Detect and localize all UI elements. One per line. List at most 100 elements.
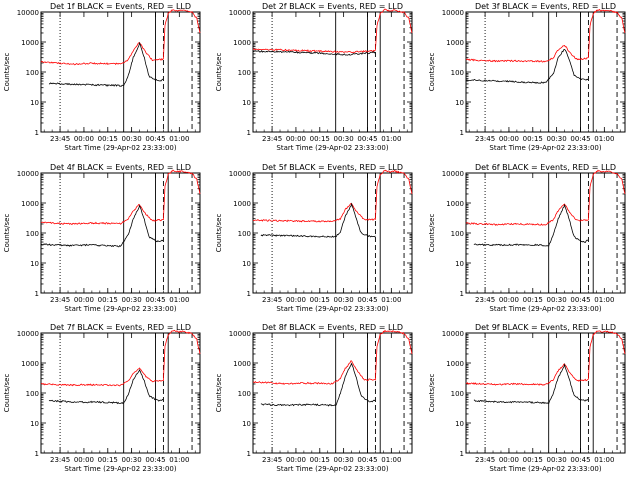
series-events-black <box>252 49 376 56</box>
x-tick-label: 00:45 <box>357 135 377 143</box>
y-tick-label: 10 <box>242 99 251 107</box>
y-tick-label: 100 <box>238 230 251 238</box>
y-tick-label: 1 <box>460 290 464 298</box>
x-tick-label: 00:00 <box>499 135 519 143</box>
plot-frame <box>465 332 626 454</box>
panel-title: Det 6f BLACK = Events, RED = LLD <box>475 163 616 172</box>
x-tick-label: 00:15 <box>310 296 330 304</box>
x-tick-label: 00:45 <box>570 296 590 304</box>
y-tick-label: 1 <box>247 290 251 298</box>
plot-frame <box>40 332 201 454</box>
x-tick-label: 23:45 <box>50 296 70 304</box>
x-axis-label: Start Time (29-Apr-02 23:33:00) <box>64 144 176 152</box>
y-tick-label: 10000 <box>17 330 39 338</box>
plot-frame <box>40 172 201 294</box>
x-tick-label: 00:15 <box>310 135 330 143</box>
x-axis-label: Start Time (29-Apr-02 23:33:00) <box>489 144 601 152</box>
series-lld-red <box>40 9 201 66</box>
y-axis-label: Counts/sec <box>215 53 223 92</box>
x-tick-label: 23:45 <box>50 456 70 464</box>
y-tick-label: 10 <box>242 260 251 268</box>
series-events-black <box>48 368 164 405</box>
x-tick-label: 01:00 <box>594 135 614 143</box>
x-tick-label: 00:30 <box>547 135 567 143</box>
x-tick-label: 01:00 <box>594 296 614 304</box>
x-tick-label: 00:00 <box>499 456 519 464</box>
y-tick-label: 10000 <box>17 170 39 178</box>
x-axis-label: Start Time (29-Apr-02 23:33:00) <box>489 305 601 313</box>
x-tick-label: 00:30 <box>122 135 142 143</box>
x-tick-label: 00:45 <box>145 296 165 304</box>
series-events-black <box>465 48 589 84</box>
x-tick-label: 23:45 <box>262 456 282 464</box>
y-tick-label: 1 <box>35 129 39 137</box>
x-tick-label: 00:45 <box>570 456 590 464</box>
x-tick-label: 00:00 <box>286 296 306 304</box>
y-tick-label: 1 <box>460 450 464 458</box>
x-tick-label: 01:00 <box>594 456 614 464</box>
y-tick-label: 1000 <box>21 360 39 368</box>
panel-2: Det 2f BLACK = Events, RED = LLD 1 10 100 10… <box>215 2 413 152</box>
panel-title: Det 5f BLACK = Events, RED = LLD <box>262 163 403 172</box>
y-tick-label: 1 <box>247 450 251 458</box>
x-axis-label: Start Time (29-Apr-02 23:33:00) <box>64 305 176 313</box>
y-axis-label: Counts/sec <box>215 374 223 413</box>
y-tick-label: 100 <box>26 230 39 238</box>
x-tick-label: 23:45 <box>50 135 70 143</box>
y-tick-label: 10 <box>455 99 464 107</box>
panel-4: Det 4f BLACK = Events, RED = LLD 1 10 100 10… <box>3 163 201 313</box>
plot-frame <box>252 332 413 454</box>
panel-7: Det 7f BLACK = Events, RED = LLD 1 10 100 10… <box>3 323 201 473</box>
y-tick-label: 1000 <box>446 360 464 368</box>
x-axis-label: Start Time (29-Apr-02 23:33:00) <box>276 465 388 473</box>
x-tick-label: 00:00 <box>74 135 94 143</box>
plot-frame <box>465 172 626 294</box>
y-tick-label: 1 <box>35 290 39 298</box>
y-axis-label: Counts/sec <box>428 214 436 253</box>
x-tick-label: 00:00 <box>286 456 306 464</box>
panel-1: Det 1f BLACK = Events, RED = LLD 1 10 100 10… <box>3 2 201 152</box>
series-events-black <box>260 362 376 407</box>
y-tick-label: 10000 <box>442 9 464 17</box>
y-tick-label: 10000 <box>229 170 251 178</box>
y-tick-label: 10 <box>30 420 39 428</box>
x-axis-label: Start Time (29-Apr-02 23:33:00) <box>64 465 176 473</box>
x-tick-label: 00:15 <box>98 135 118 143</box>
y-tick-label: 100 <box>451 69 464 77</box>
x-tick-label: 00:45 <box>570 135 590 143</box>
y-axis-label: Counts/sec <box>428 374 436 413</box>
y-tick-label: 1000 <box>233 360 251 368</box>
y-tick-label: 1000 <box>233 200 251 208</box>
series-events-black <box>260 202 376 238</box>
y-tick-label: 10 <box>242 420 251 428</box>
series-lld-red <box>40 329 201 387</box>
y-tick-label: 10000 <box>442 170 464 178</box>
x-tick-label: 00:30 <box>334 456 354 464</box>
x-tick-label: 00:15 <box>98 296 118 304</box>
x-tick-label: 00:45 <box>145 135 165 143</box>
x-tick-label: 01:00 <box>169 296 189 304</box>
x-tick-label: 00:15 <box>523 135 543 143</box>
series-lld-red <box>465 330 626 386</box>
y-tick-label: 100 <box>238 390 251 398</box>
x-tick-label: 01:00 <box>169 456 189 464</box>
x-tick-label: 00:30 <box>334 296 354 304</box>
y-tick-label: 100 <box>451 230 464 238</box>
series-lld-red <box>252 8 413 53</box>
y-tick-label: 100 <box>451 390 464 398</box>
x-tick-label: 00:45 <box>357 456 377 464</box>
y-tick-label: 10000 <box>229 330 251 338</box>
x-tick-label: 00:30 <box>122 296 142 304</box>
panel-title: Det 4f BLACK = Events, RED = LLD <box>50 163 191 172</box>
series-events-black <box>473 363 589 405</box>
x-tick-label: 00:15 <box>98 456 118 464</box>
x-tick-label: 00:00 <box>74 456 94 464</box>
x-tick-label: 01:00 <box>381 135 401 143</box>
panel-5: Det 5f BLACK = Events, RED = LLD 1 10 100 10… <box>215 163 413 313</box>
x-tick-label: 00:00 <box>286 135 306 143</box>
plot-frame <box>252 172 413 294</box>
y-tick-label: 10 <box>30 99 39 107</box>
y-tick-label: 10000 <box>17 9 39 17</box>
series-events-black <box>40 204 164 248</box>
